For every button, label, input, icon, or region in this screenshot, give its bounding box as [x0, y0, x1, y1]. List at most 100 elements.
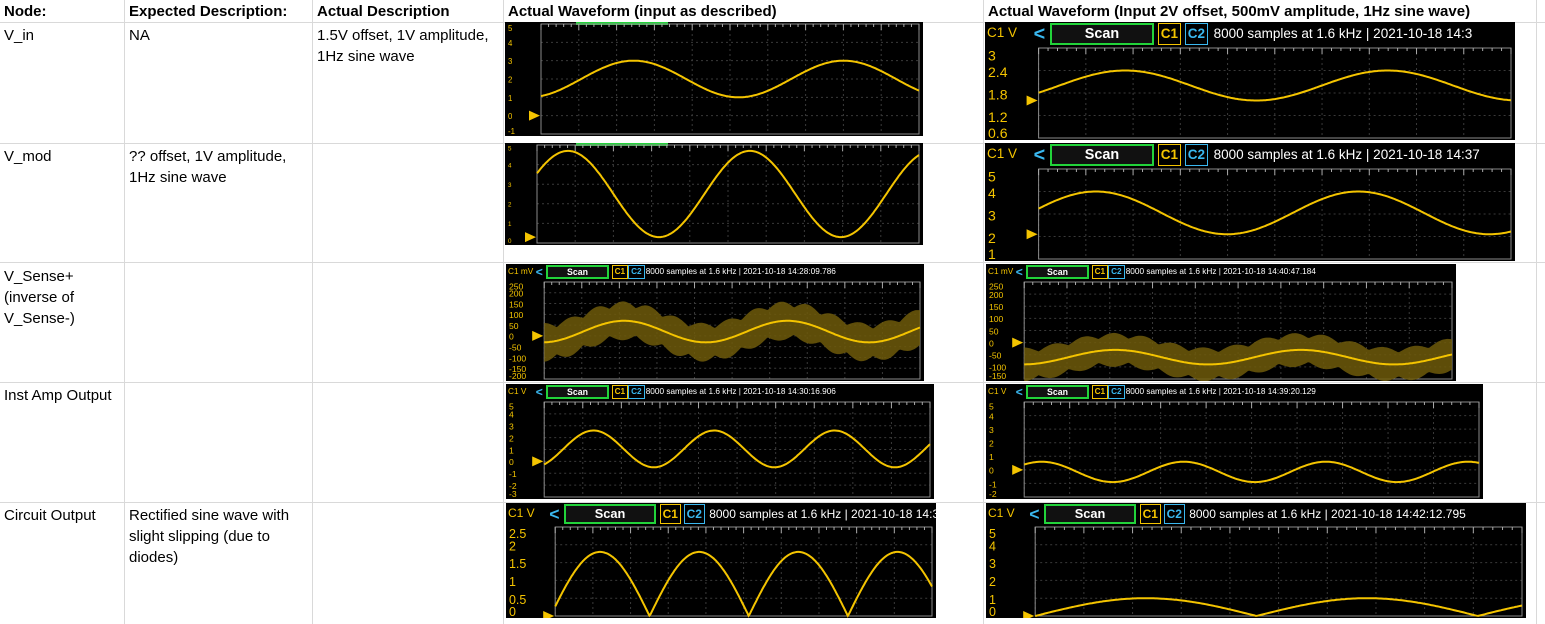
scan-button[interactable]: Scan [1049, 144, 1155, 166]
row-divider [0, 502, 1545, 503]
y-tick-label: 2 [989, 575, 996, 589]
ground-marker-icon[interactable] [543, 611, 555, 618]
ground-marker-icon[interactable] [529, 110, 540, 121]
channel-2-toggle[interactable]: C2 [1108, 385, 1125, 399]
channel-1-toggle[interactable]: C1 [1157, 144, 1182, 166]
ground-marker-icon[interactable] [1012, 464, 1024, 475]
y-tick-label: -50 [989, 351, 1002, 361]
scope-units-label: C1 mV [508, 266, 534, 276]
chevron-left-icon[interactable]: < [549, 504, 560, 524]
channel-2-toggle[interactable]: C2 [1163, 504, 1185, 524]
y-tick-label: 5 [988, 169, 996, 185]
channel-1-toggle[interactable]: C1 [1139, 504, 1161, 524]
actual-cell: 1.5V offset, 1V amplitude, 1Hz sine wave [317, 27, 489, 65]
scope-status-text: 8000 samples at 1.6 kHz | 2021-10-18 14:… [1213, 26, 1473, 41]
channel-2-toggle[interactable]: C2 [628, 385, 645, 399]
y-tick-label: 4 [989, 411, 994, 421]
ground-marker-icon[interactable] [525, 232, 536, 243]
scan-button[interactable]: Scan [1025, 385, 1090, 399]
y-tick-label: 5 [508, 24, 513, 33]
y-tick-label: 5 [509, 402, 514, 412]
y-tick-label: 0 [989, 605, 996, 618]
chevron-left-icon[interactable]: < [535, 385, 543, 399]
y-tick-label: 3 [508, 57, 512, 66]
channel-1-toggle[interactable]: C1 [1091, 265, 1109, 279]
scope-status-text: 8000 samples at 1.6 kHz | 2021-10-18 14:… [709, 507, 936, 521]
node-cell: Inst Amp Output [4, 387, 112, 404]
y-tick-label: 1.5 [509, 557, 526, 571]
y-tick-label: 0 [989, 338, 994, 348]
scope-units-label: C1 mV [988, 266, 1014, 276]
channel-1-toggle[interactable]: C1 [1157, 23, 1182, 45]
scope-capture: C1 V < Scan C1 C2 8000 samples at 1.6 kHz | 2… [506, 503, 936, 618]
y-tick-label: 250 [989, 282, 1004, 292]
col-divider [503, 0, 504, 624]
y-tick-label: 1 [989, 593, 996, 607]
chevron-left-icon[interactable]: < [1029, 504, 1040, 524]
chevron-left-icon[interactable]: < [1033, 144, 1046, 166]
channel-1-toggle[interactable]: C1 [1091, 385, 1109, 399]
y-tick-label: 4 [988, 185, 996, 201]
node-cell: Circuit Output [4, 507, 96, 524]
channel-2-toggle[interactable]: C2 [628, 265, 645, 279]
signal-trace [1034, 597, 1523, 617]
ground-marker-icon[interactable] [1026, 95, 1038, 106]
scope-capture: 5 4 3 2 1 0 [505, 143, 923, 245]
channel-2-toggle[interactable]: C2 [1184, 23, 1209, 45]
scope-status-text: 8000 samples at 1.6 kHz | 2021-10-18 14:… [1189, 507, 1466, 521]
y-tick-label: 1 [508, 221, 512, 228]
scan-button[interactable]: Scan [1025, 265, 1090, 279]
expected-cell: NA [129, 27, 150, 44]
chevron-left-icon[interactable]: < [1015, 265, 1023, 279]
ground-marker-icon[interactable] [532, 456, 544, 467]
y-tick-label: 2 [989, 439, 994, 449]
channel-2-toggle[interactable]: C2 [1108, 265, 1125, 279]
y-tick-label: 1.8 [988, 86, 1008, 102]
channel-2-toggle[interactable]: C2 [683, 504, 705, 524]
node-cell: V_mod [4, 148, 52, 165]
y-tick-label: 3 [989, 557, 996, 571]
scope-status-text: 8000 samples at 1.6 kHz | 2021-10-18 14:… [1125, 387, 1316, 396]
row-divider [0, 382, 1545, 383]
scan-button[interactable]: Scan [563, 504, 657, 524]
channel-1-toggle[interactable]: C1 [659, 504, 681, 524]
y-tick-label: 2 [509, 539, 516, 553]
node-cell: V_in [4, 27, 35, 44]
ground-marker-icon[interactable] [532, 330, 544, 341]
y-tick-label: 1 [509, 575, 516, 589]
waveform-plot: 54 3 2 1 0 -1-2 [989, 401, 1480, 499]
ground-marker-icon[interactable] [1023, 611, 1035, 618]
signal-trace [1024, 348, 1453, 366]
noise-envelope [1024, 332, 1452, 381]
scope-status-text: 8000 samples at 1.6 kHz | 2021-10-18 14:… [1125, 267, 1316, 276]
channel-2-toggle[interactable]: C2 [1184, 144, 1209, 166]
y-tick-label: -150 [989, 371, 1006, 381]
ground-marker-icon[interactable] [1012, 337, 1024, 348]
y-tick-label: -2 [989, 489, 997, 499]
y-tick-label: 1 [988, 246, 996, 261]
scope-toolbar: C1 V < Scan C1 C2 8000 samples at 1.6 kHz | 2… [506, 384, 934, 400]
scope-capture: C1 V < Scan C1 C2 8000 samples at 1.6 kHz | 2… [986, 384, 1483, 499]
channel-1-toggle[interactable]: C1 [611, 265, 629, 279]
scan-button[interactable]: Scan [545, 265, 610, 279]
chevron-left-icon[interactable]: < [1033, 23, 1046, 45]
y-tick-label: -50 [509, 343, 522, 353]
scan-button[interactable]: Scan [545, 385, 610, 399]
chevron-left-icon[interactable]: < [535, 265, 543, 279]
scan-button[interactable]: Scan [1049, 23, 1155, 45]
channel-1-toggle[interactable]: C1 [611, 385, 629, 399]
y-tick-label: 2.5 [509, 527, 526, 541]
y-tick-label: 150 [509, 299, 524, 309]
ground-marker-icon[interactable] [1026, 229, 1038, 240]
scope-capture: C1 mV < Scan C1 C2 8000 samples at 1.6 kHz | … [506, 264, 924, 381]
scope-toolbar: C1 V < Scan C1 C2 8000 samples at 1.6 kHz | 2… [506, 503, 936, 525]
scope-capture: C1 V < Scan C1 C2 8000 samples at 1.6 kHz | 2… [985, 143, 1515, 261]
waveform-plot: 32.4 1.8 1.20.6 [988, 47, 1512, 140]
y-tick-label: 150 [989, 302, 1004, 312]
scope-units-label: C1 V [988, 386, 1007, 396]
scan-button[interactable]: Scan [1043, 504, 1137, 524]
node-cell: V_Sense+ (inverse of V_Sense-) [4, 268, 75, 327]
chevron-left-icon[interactable]: < [1015, 385, 1023, 399]
y-tick-label: 3 [989, 425, 994, 435]
